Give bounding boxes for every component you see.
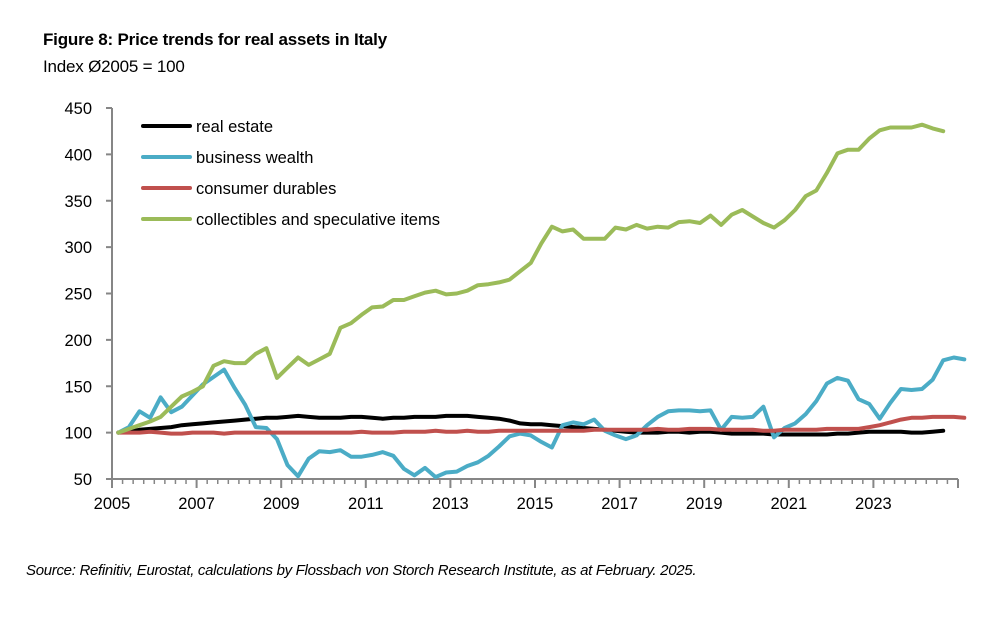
y-tick-label: 100 (64, 425, 92, 443)
legend-label: real estate (196, 118, 273, 136)
x-tick-label: 2007 (178, 495, 215, 513)
chart-title: Figure 8: Price trends for real assets i… (43, 30, 387, 49)
x-tick-label: 2015 (517, 495, 554, 513)
y-tick-label: 400 (64, 146, 92, 164)
x-tick-label: 2011 (348, 495, 383, 513)
y-tick-label: 450 (64, 100, 92, 118)
source-note: Source: Refinitiv, Eurostat, calculation… (26, 562, 697, 579)
series-line-business-wealth (116, 355, 967, 480)
y-tick-label: 300 (64, 239, 92, 257)
axes: 50 100 150 200 250 300 350 400 450 2005 2007 2009 20… (64, 100, 959, 513)
x-tick-label: 2005 (94, 495, 131, 513)
y-tick-label: 150 (64, 378, 92, 396)
y-tick-label: 200 (64, 332, 92, 350)
series-line-real-estate (116, 413, 946, 437)
series-lines (116, 122, 967, 480)
legend-label: consumer durables (196, 180, 336, 198)
series-line-collectibles-and-speculative-items (116, 122, 946, 435)
series-line-consumer-durables (116, 414, 967, 436)
x-tick-label: 2021 (770, 495, 807, 513)
x-tick-label: 2009 (263, 495, 300, 513)
legend-item: consumer durables (141, 180, 336, 198)
x-tick-label: 2013 (432, 495, 469, 513)
legend: real estate business wealth consumer durab… (141, 118, 440, 229)
y-tick-label: 350 (64, 193, 92, 211)
legend-label: business wealth (196, 149, 313, 167)
y-tick-label: 250 (64, 286, 92, 304)
legend-label: collectibles and speculative items (196, 211, 440, 229)
x-tick-label: 2017 (601, 495, 638, 513)
legend-item: business wealth (141, 149, 313, 167)
x-tick-label: 2019 (686, 495, 723, 513)
y-tick-label: 50 (74, 471, 92, 489)
chart-subtitle: Index Ø2005 = 100 (43, 57, 185, 76)
legend-item: collectibles and speculative items (141, 211, 440, 229)
legend-item: real estate (141, 118, 273, 136)
x-tick-label: 2023 (855, 495, 892, 513)
